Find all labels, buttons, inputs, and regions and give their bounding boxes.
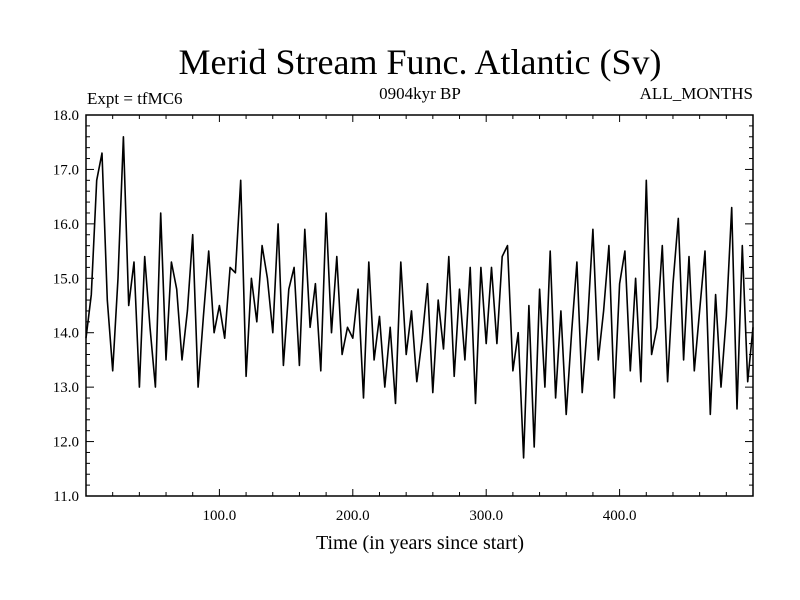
y-tick-label: 17.0 <box>53 162 79 178</box>
y-tick-label: 16.0 <box>53 217 79 233</box>
x-tick-label: 400.0 <box>603 508 637 524</box>
period-label: 0904kyr BP <box>379 84 461 103</box>
y-tick-label: 11.0 <box>53 489 79 505</box>
months-label: ALL_MONTHS <box>640 84 753 103</box>
x-axis: 100.0 200.0 300.0 400.0 <box>112 115 727 524</box>
y-tick-label: 12.0 <box>53 435 79 451</box>
x-tick-label: 200.0 <box>336 508 370 524</box>
series-layer <box>85 136 754 459</box>
y-tick-label: 13.0 <box>53 380 79 396</box>
x-tick-label: 100.0 <box>203 508 237 524</box>
y-tick-label: 18.0 <box>53 108 79 124</box>
y-tick-label: 14.0 <box>53 326 79 342</box>
chart-title: Merid Stream Func. Atlantic (Sv) <box>179 42 662 82</box>
y-tick-label: 15.0 <box>53 271 79 287</box>
x-tick-label: 300.0 <box>469 508 503 524</box>
series-line <box>85 136 754 459</box>
x-axis-label: Time (in years since start) <box>316 532 524 554</box>
experiment-label: Expt = tfMC6 <box>87 89 183 108</box>
plot-frame <box>85 114 754 497</box>
